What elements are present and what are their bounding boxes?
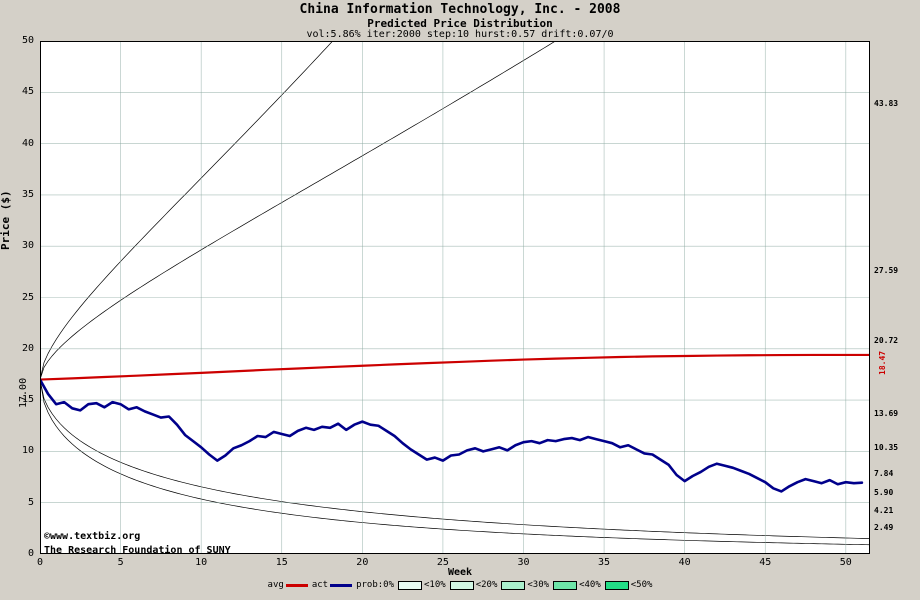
chart-subtitle: Predicted Price Distribution [367, 17, 553, 30]
chart-canvas [40, 41, 870, 554]
legend-label: avg [267, 580, 284, 590]
legend-line-swatch [330, 583, 353, 587]
right-tick-5.90: 5.90 [874, 488, 894, 498]
y-tick-50: 50 [21, 35, 34, 46]
series-act [40, 378, 864, 493]
outlier-curve-dn-0 [40, 379, 870, 546]
grid-lines [40, 41, 870, 554]
right-tick-7.84: 7.84 [874, 468, 894, 478]
right-tick-4.21: 4.21 [874, 505, 894, 515]
outlier-curve-up-1 [40, 41, 557, 380]
x-tick-25: 25 [436, 557, 449, 568]
legend-label: <10% [424, 580, 446, 590]
x-tick-20: 20 [356, 557, 369, 568]
x-tick-0: 0 [36, 557, 44, 568]
legend-color-swatch [501, 580, 526, 590]
legend-item--40-: <40% [553, 580, 603, 591]
legend-label: <30% [527, 580, 550, 590]
x-tick-5: 5 [117, 557, 124, 568]
right-tick-10.35: 10.35 [874, 442, 899, 452]
legend-color-swatch [553, 580, 578, 590]
legend-color-swatch [604, 580, 629, 590]
plot-border [40, 41, 870, 554]
copyright-line-2: The Research Foundation of SUNY [44, 545, 231, 556]
legend-color-swatch [398, 580, 423, 590]
legend-label: prob:0% [356, 580, 395, 590]
y-tick-0: 0 [27, 548, 34, 559]
y-tick-15: 15 [21, 394, 34, 406]
legend-item-act: act [310, 580, 353, 591]
y-tick-5: 5 [27, 496, 34, 508]
y-tick-40: 40 [21, 137, 34, 149]
x-tick-50: 50 [839, 557, 852, 568]
legend-color-swatch [449, 580, 474, 590]
page-title: China Information Technology, Inc. - 200… [299, 2, 621, 17]
legend-item-prob-0-: prob:0% [354, 580, 396, 591]
chart-legend: avg act prob:0% <10% <20% <30% <40% <50% [0, 580, 920, 591]
right-tick-2.49: 2.49 [874, 523, 894, 533]
outlier-curve-up-0 [40, 41, 334, 380]
legend-item-avg: avg [266, 580, 308, 591]
legend-label: <50% [630, 580, 653, 590]
legend-item--50-: <50% [604, 580, 655, 591]
legend-item--20-: <20% [449, 580, 500, 591]
right-tick-18.47: 18.47 [878, 350, 887, 375]
legend-label: <40% [579, 580, 601, 590]
right-tick-27.59: 27.59 [874, 265, 899, 275]
plot-area [40, 41, 870, 554]
right-tick-20.72: 20.72 [874, 336, 899, 346]
x-tick-30: 30 [517, 557, 530, 568]
outlier-curve-dn-1 [40, 379, 870, 539]
y-tick-45: 45 [21, 86, 34, 98]
x-tick-10: 10 [195, 557, 208, 568]
legend-item--10-: <10% [398, 580, 448, 591]
right-tick-13.69: 13.69 [874, 408, 899, 418]
y-tick-25: 25 [21, 291, 34, 303]
x-tick-35: 35 [598, 557, 611, 568]
y-tick-30: 30 [21, 240, 34, 252]
copyright-line-1: ©www.textbiz.org [44, 531, 141, 542]
x-tick-40: 40 [678, 557, 691, 568]
legend-item--30-: <30% [501, 580, 551, 591]
x-axis-label: Week [447, 567, 473, 578]
legend-line-swatch [285, 583, 308, 587]
legend-label: act [311, 580, 329, 590]
x-tick-15: 15 [275, 557, 288, 568]
legend-label: <20% [475, 580, 498, 590]
series-avg [40, 353, 870, 381]
start-price-label: 17.00 [18, 377, 29, 408]
y-tick-10: 10 [21, 445, 34, 457]
x-tick-45: 45 [759, 557, 772, 568]
y-tick-20: 20 [21, 342, 34, 354]
y-tick-35: 35 [21, 188, 34, 200]
chart-parameters: vol:5.86% iter:2000 step:10 hurst:0.57 d… [306, 29, 614, 40]
right-tick-43.83: 43.83 [874, 99, 899, 109]
